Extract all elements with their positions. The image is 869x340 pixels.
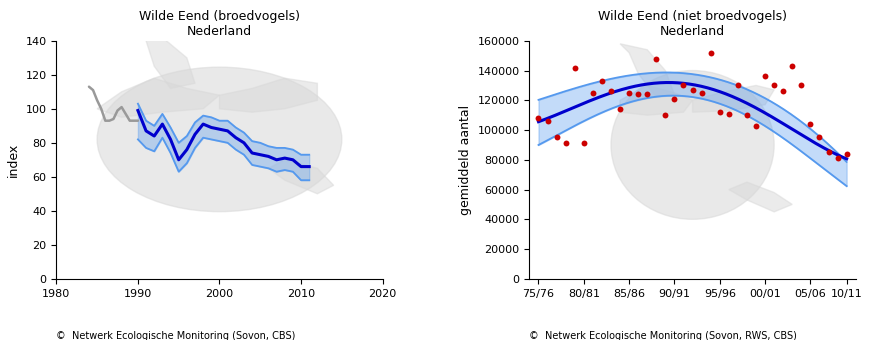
Point [658, 113, 672, 118]
Point [685, 87, 699, 92]
Polygon shape [138, 32, 195, 88]
Point [640, 91, 653, 97]
Point [531, 116, 545, 121]
Point [785, 63, 799, 69]
Ellipse shape [610, 70, 773, 219]
Point [820, 150, 834, 155]
Point [667, 96, 680, 102]
Y-axis label: gemiddeld aantal: gemiddeld aantal [459, 105, 472, 215]
Polygon shape [620, 85, 692, 115]
Point [740, 113, 753, 118]
Y-axis label: index: index [7, 143, 20, 177]
Point [721, 111, 735, 116]
Point [567, 65, 581, 70]
Point [621, 90, 635, 96]
Point [802, 121, 816, 127]
Point [540, 118, 554, 124]
Text: ©  Netwerk Ecologische Monitoring (Sovon, CBS): © Netwerk Ecologische Monitoring (Sovon,… [56, 331, 295, 340]
Point [613, 106, 627, 112]
Polygon shape [269, 160, 334, 194]
Point [676, 83, 690, 88]
Point [793, 83, 807, 88]
Point [766, 83, 780, 88]
Point [631, 91, 645, 97]
Point [693, 90, 707, 96]
Point [757, 74, 771, 79]
Text: ©  Netwerk Ecologische Monitoring (Sovon, RWS, CBS): © Netwerk Ecologische Monitoring (Sovon,… [529, 331, 796, 340]
Point [603, 89, 617, 94]
Point [576, 141, 590, 146]
Point [730, 83, 744, 88]
Point [748, 123, 762, 128]
Polygon shape [97, 78, 219, 117]
Point [648, 56, 662, 61]
Title: Wilde Eend (broedvogels)
Nederland: Wilde Eend (broedvogels) Nederland [139, 10, 300, 38]
Point [812, 135, 826, 140]
Polygon shape [620, 44, 673, 97]
Point [549, 135, 563, 140]
Polygon shape [219, 78, 317, 112]
Polygon shape [728, 182, 792, 212]
Point [585, 90, 599, 96]
Point [775, 89, 789, 94]
Point [703, 50, 717, 55]
Point [830, 156, 844, 161]
Point [558, 141, 572, 146]
Polygon shape [692, 85, 773, 112]
Ellipse shape [97, 67, 342, 211]
Point [712, 109, 726, 115]
Point [594, 78, 608, 84]
Point [839, 151, 852, 156]
Title: Wilde Eend (niet broedvogels)
Nederland: Wilde Eend (niet broedvogels) Nederland [597, 10, 786, 38]
